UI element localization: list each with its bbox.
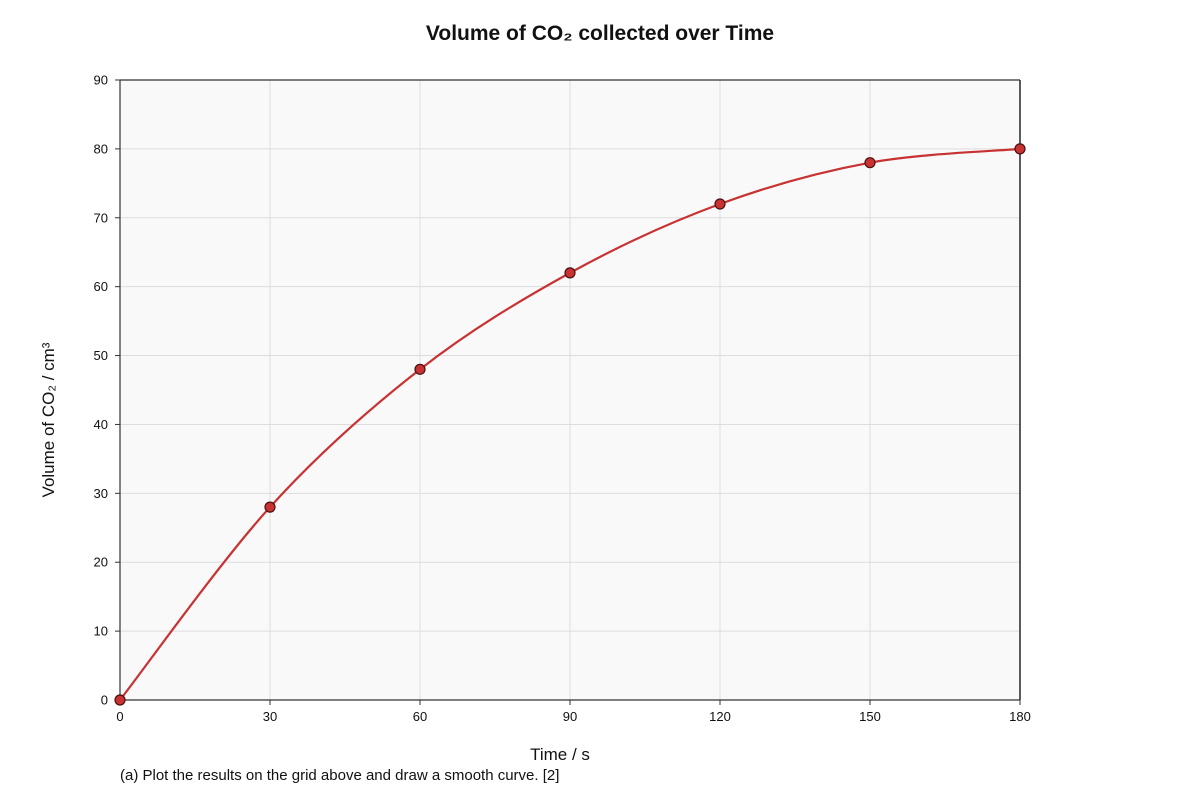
x-tick-label: 0: [116, 709, 123, 724]
data-point: [1014, 143, 1026, 155]
y-tick-label: 60: [94, 279, 108, 294]
y-tick-label: 90: [94, 73, 108, 88]
x-axis-label: Time / s: [530, 745, 590, 764]
y-tick-label: 40: [94, 417, 108, 432]
grid: [120, 80, 1020, 700]
ticks: 0 30 60 90 120 150 180 0 10 20 30 40 50 60 70 80 90: [94, 73, 1031, 725]
x-tick-label: 90: [563, 709, 577, 724]
y-tick-label: 80: [94, 141, 108, 156]
data-point: [564, 267, 576, 279]
x-tick-label: 120: [709, 709, 731, 724]
y-tick-label: 10: [94, 624, 108, 639]
data-point: [864, 157, 876, 169]
y-tick-label: 30: [94, 486, 108, 501]
y-tick-label: 20: [94, 555, 108, 570]
y-tick-label: 70: [94, 210, 108, 225]
x-tick-label: 30: [263, 709, 277, 724]
y-tick-label: 0: [101, 693, 108, 708]
y-axis-label: Volume of CO₂ / cm³: [39, 342, 58, 497]
data-point: [414, 363, 426, 375]
question-text: (a) Plot the results on the grid above a…: [120, 767, 559, 784]
x-tick-label: 60: [413, 709, 427, 724]
chart-title: Volume of CO₂ collected over Time: [426, 22, 774, 45]
x-tick-label: 150: [859, 709, 881, 724]
data-point: [714, 198, 726, 210]
data-points: [114, 143, 1026, 706]
y-tick-label: 50: [94, 348, 108, 363]
data-point: [114, 694, 126, 706]
x-tick-label: 180: [1009, 709, 1031, 724]
data-point: [264, 501, 276, 513]
